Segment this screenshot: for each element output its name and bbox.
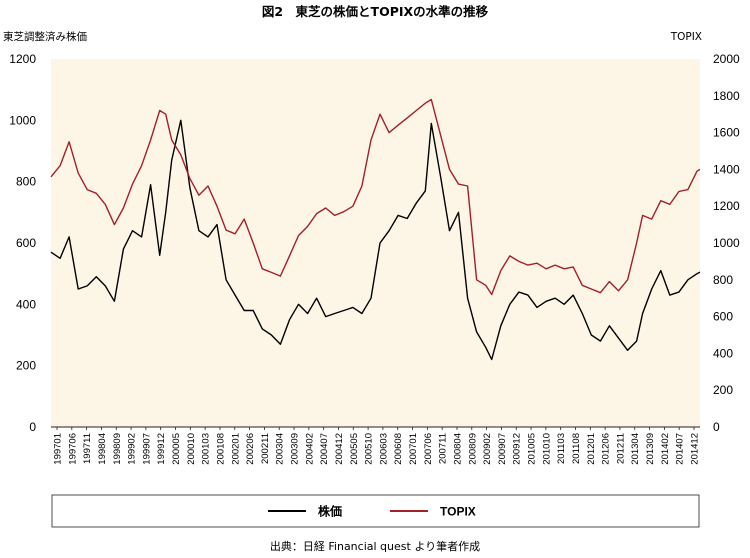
left-tick-label: 1000 xyxy=(9,113,36,127)
x-tick-label: 200211 xyxy=(260,433,271,464)
right-tick-label: 1400 xyxy=(713,162,740,176)
x-axis-ticks: 199701 199706 199711 199804 199809 199902 1999… xyxy=(53,427,701,465)
x-tick-label: 199706 xyxy=(67,433,78,465)
x-tick-label: 199912 xyxy=(156,433,167,465)
right-tick-label: 1000 xyxy=(713,236,740,250)
right-tick-label: 2000 xyxy=(713,52,740,66)
series-layer xyxy=(50,98,701,361)
left-axis-ticks: 0 200 400 600 800 1000 1200 xyxy=(9,52,36,434)
x-tick-label: 200907 xyxy=(497,433,508,465)
x-tick-label: 200804 xyxy=(452,433,463,465)
x-tick-label: 201412 xyxy=(690,433,701,465)
right-tick-label: 1600 xyxy=(713,126,740,140)
x-tick-label: 200402 xyxy=(304,433,315,465)
x-tick-label: 200505 xyxy=(349,433,360,465)
x-tick-label: 199907 xyxy=(141,433,152,465)
x-tick-label: 200902 xyxy=(482,433,493,465)
x-tick-label: 201005 xyxy=(527,433,538,465)
x-tick-label: 199701 xyxy=(53,433,64,465)
chart-title: 図2 東芝の株価とTOPIXの水準の推移 xyxy=(262,4,489,19)
legend-topix-label: TOPIX xyxy=(440,505,476,519)
x-tick-label: 201304 xyxy=(630,433,641,465)
x-tick-label: 200706 xyxy=(423,433,434,465)
right-tick-label: 800 xyxy=(713,273,733,287)
x-tick-label: 200912 xyxy=(512,433,523,465)
x-tick-label: 200010 xyxy=(186,433,197,465)
x-tick-label: 200510 xyxy=(364,433,375,465)
x-tick-label: 200103 xyxy=(201,433,212,465)
x-tick-label: 200304 xyxy=(275,433,286,465)
left-tick-label: 400 xyxy=(16,297,36,311)
right-tick-label: 1800 xyxy=(713,89,740,103)
x-tick-label: 201407 xyxy=(675,433,686,465)
x-tick-label: 200701 xyxy=(408,433,419,465)
x-tick-label: 200603 xyxy=(378,433,389,465)
topix-line xyxy=(50,98,701,296)
left-tick-label: 200 xyxy=(16,359,36,373)
stock-price-line xyxy=(50,119,701,361)
x-tick-label: 199809 xyxy=(112,433,123,465)
x-tick-label: 199902 xyxy=(127,433,138,465)
x-tick-label: 200809 xyxy=(467,433,478,465)
x-tick-label: 200608 xyxy=(393,433,404,465)
source-note: 出典：日経 Financial quest より筆者作成 xyxy=(270,539,480,553)
right-tick-label: 0 xyxy=(713,420,720,434)
x-tick-label: 200407 xyxy=(319,433,330,465)
left-tick-label: 0 xyxy=(29,420,36,434)
left-tick-label: 800 xyxy=(16,175,36,189)
x-tick-label: 201206 xyxy=(601,433,612,465)
x-tick-label: 199711 xyxy=(82,433,93,464)
x-tick-label: 200309 xyxy=(290,433,301,465)
x-tick-label: 200108 xyxy=(215,433,226,465)
x-tick-label: 201309 xyxy=(645,433,656,465)
left-tick-label: 600 xyxy=(16,236,36,250)
right-tick-label: 400 xyxy=(713,346,733,360)
x-tick-label: 200201 xyxy=(230,433,241,465)
legend-box xyxy=(51,494,700,528)
left-tick-label: 1200 xyxy=(9,52,36,66)
legend-stock-label: 株価 xyxy=(318,504,342,519)
x-tick-label: 201201 xyxy=(586,433,597,465)
x-tick-label: 200412 xyxy=(334,433,345,465)
x-tick-label: 201108 xyxy=(571,433,582,464)
right-tick-label: 1200 xyxy=(713,199,740,213)
left-axis-label: 東芝調整済み株価 xyxy=(3,30,87,43)
right-tick-label: 600 xyxy=(713,310,733,324)
x-tick-label: 201211 xyxy=(615,433,626,464)
x-tick-label: 200206 xyxy=(245,433,256,465)
right-tick-label: 200 xyxy=(713,383,733,397)
x-tick-label: 201402 xyxy=(660,433,671,465)
plot-area xyxy=(51,59,700,427)
right-axis-label: TOPIX xyxy=(670,31,702,43)
right-axis-ticks: 0 200 400 600 800 1000 1200 1400 1600 1800 2000 xyxy=(713,52,740,434)
x-tick-label: 200005 xyxy=(171,433,182,465)
x-tick-label: 199804 xyxy=(97,433,108,465)
x-tick-label: 201010 xyxy=(541,433,552,465)
x-tick-label: 201103 xyxy=(556,433,567,464)
x-tick-label: 200711 xyxy=(438,433,449,464)
